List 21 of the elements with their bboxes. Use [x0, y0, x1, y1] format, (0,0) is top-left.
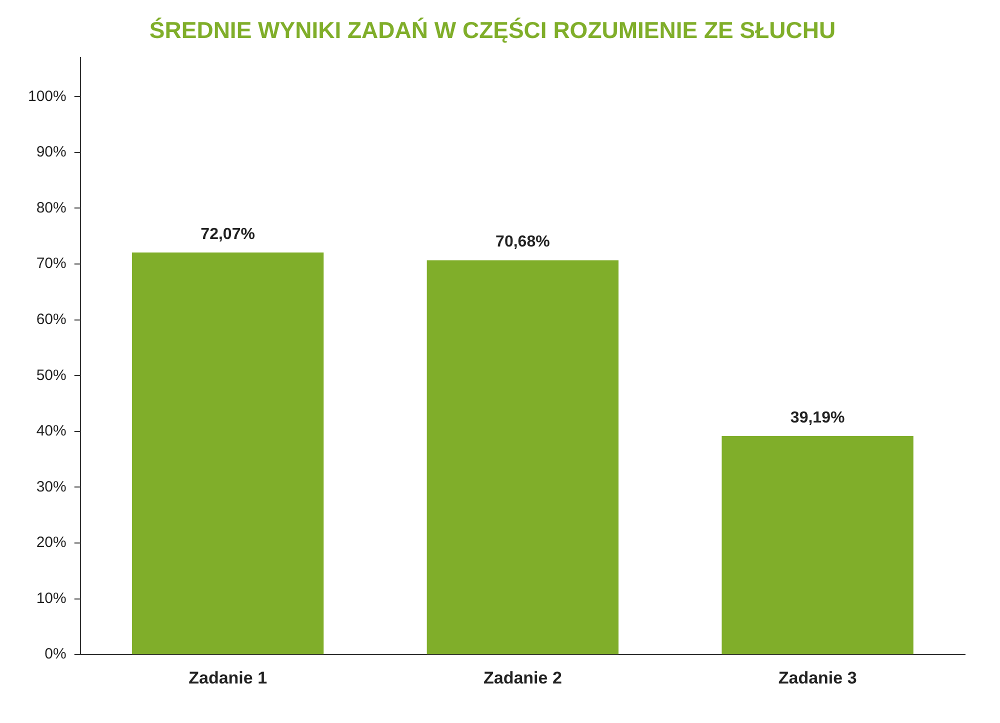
data-label: 72,07% [200, 226, 255, 243]
data-label: 70,68% [496, 234, 550, 251]
bar [426, 260, 619, 654]
y-tick-label: 20% [36, 534, 66, 552]
bar [132, 252, 324, 654]
y-tick-label: 30% [36, 478, 66, 496]
y-tick-label: 40% [36, 422, 66, 440]
y-tick-label: 80% [36, 199, 66, 216]
y-tick-label: 60% [36, 310, 66, 328]
data-label: 39,19% [790, 409, 845, 426]
y-tick-label: 0% [44, 646, 66, 663]
y-tick-label: 70% [36, 255, 66, 272]
y-tick-label: 50% [36, 366, 66, 384]
x-tick-label: Zadanie 3 [778, 668, 857, 688]
x-tick-label: Zadanie 2 [483, 668, 562, 688]
x-tick-label: Zadanie 1 [188, 668, 268, 688]
chart-title: ŚREDNIE WYNIKI ZADAŃ W CZĘŚCI ROZUMIENIE ZE SŁUCHU [149, 17, 836, 44]
bar [722, 436, 914, 654]
y-tick-label: 10% [36, 590, 66, 607]
y-tick-label: 100% [28, 88, 66, 105]
y-tick-label: 90% [36, 144, 66, 161]
